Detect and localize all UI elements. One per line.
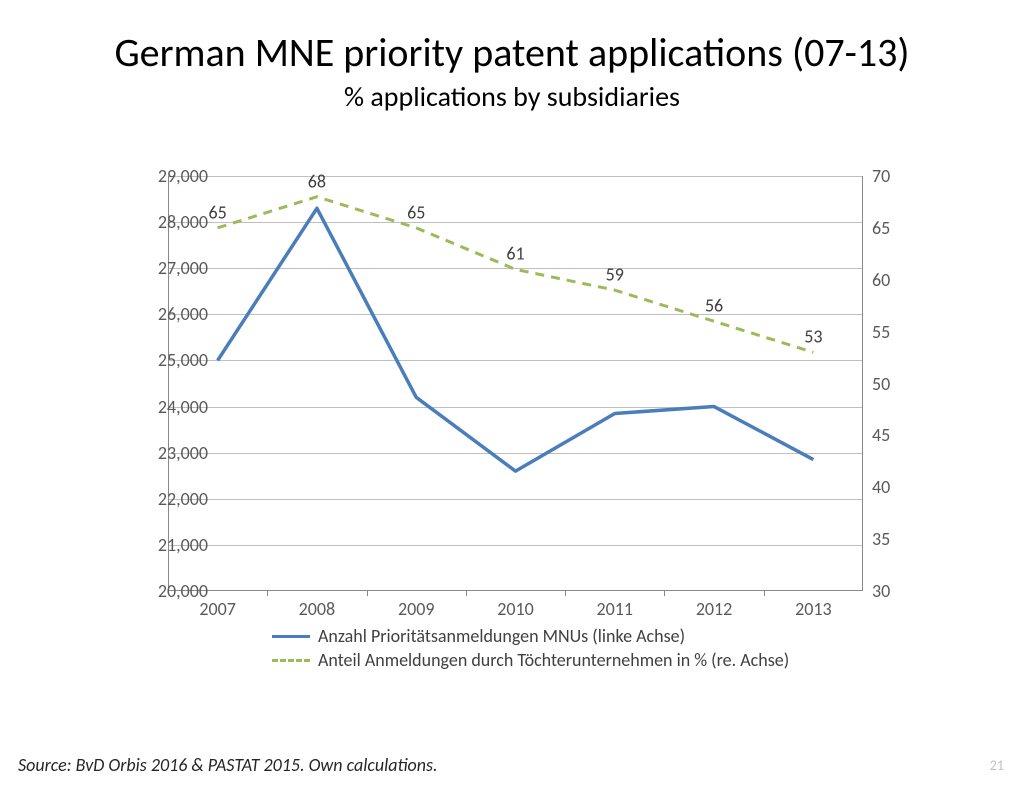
data-label: 56 <box>705 295 723 317</box>
legend: Anzahl Prioritätsanmeldungen MNUs (linke… <box>272 623 789 671</box>
source-note: Source: BvD Orbis 2016 & PASTAT 2015. Ow… <box>18 754 438 776</box>
y-right-tick: 35 <box>872 528 912 550</box>
y-left-tick: 25,000 <box>136 349 208 371</box>
y-right-tick: 45 <box>872 424 912 446</box>
y-left-tick: 29,000 <box>136 165 208 187</box>
data-label: 65 <box>407 201 425 223</box>
data-label: 68 <box>308 170 326 192</box>
y-right-tick: 65 <box>872 217 912 239</box>
y-left-tick: 27,000 <box>136 257 208 279</box>
legend-label-a: Anzahl Prioritätsanmeldungen MNUs (linke… <box>318 625 685 647</box>
y-left-tick: 22,000 <box>136 488 208 510</box>
x-tick: 2009 <box>371 598 461 620</box>
y-right-tick: 40 <box>872 476 912 498</box>
x-tick: 2011 <box>570 598 660 620</box>
y-left-tick: 28,000 <box>136 211 208 233</box>
legend-swatch-a <box>272 635 310 638</box>
y-left-tick: 26,000 <box>136 303 208 325</box>
chart-title: German MNE priority patent applications … <box>0 28 1024 77</box>
y-left-tick: 23,000 <box>136 442 208 464</box>
x-tick: 2007 <box>173 598 263 620</box>
legend-swatch-b <box>272 659 310 662</box>
y-right-tick: 70 <box>872 165 912 187</box>
x-tick: 2013 <box>768 598 858 620</box>
legend-item-b: Anteil Anmeldungen durch Töchterunterneh… <box>272 649 789 671</box>
y-right-tick: 30 <box>872 580 912 602</box>
legend-item-a: Anzahl Prioritätsanmeldungen MNUs (linke… <box>272 625 789 647</box>
x-tick: 2012 <box>669 598 759 620</box>
chart-svg <box>168 176 863 591</box>
data-label: 53 <box>804 326 822 348</box>
page-number: 21 <box>990 757 1004 774</box>
data-label: 61 <box>506 243 524 265</box>
chart-area: Anzahl Prioritätsanmeldungen MNUs (linke… <box>90 168 910 638</box>
y-right-tick: 55 <box>872 321 912 343</box>
y-right-tick: 50 <box>872 373 912 395</box>
y-left-tick: 21,000 <box>136 534 208 556</box>
data-label: 59 <box>606 264 624 286</box>
legend-label-b: Anteil Anmeldungen durch Töchterunterneh… <box>318 649 789 671</box>
y-right-tick: 60 <box>872 269 912 291</box>
x-tick: 2010 <box>471 598 561 620</box>
chart-subtitle: % applications by subsidiaries <box>0 79 1024 114</box>
x-tick: 2008 <box>272 598 362 620</box>
y-left-tick: 24,000 <box>136 396 208 418</box>
data-label: 65 <box>209 201 227 223</box>
